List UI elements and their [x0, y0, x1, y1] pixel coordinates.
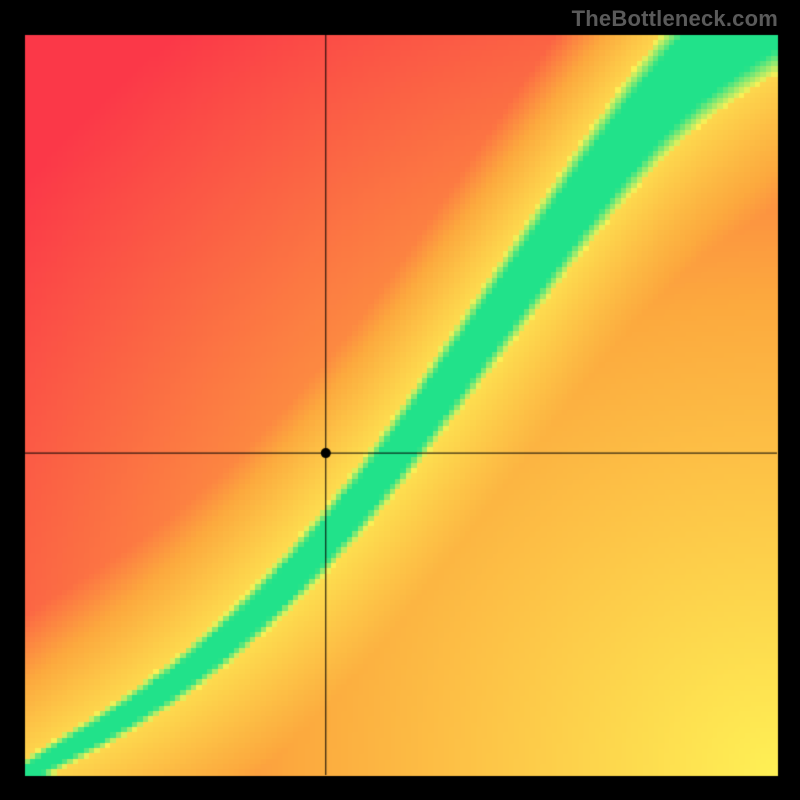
heatmap-canvas — [0, 0, 800, 800]
watermark-text: TheBottleneck.com — [572, 6, 778, 32]
chart-container: TheBottleneck.com — [0, 0, 800, 800]
